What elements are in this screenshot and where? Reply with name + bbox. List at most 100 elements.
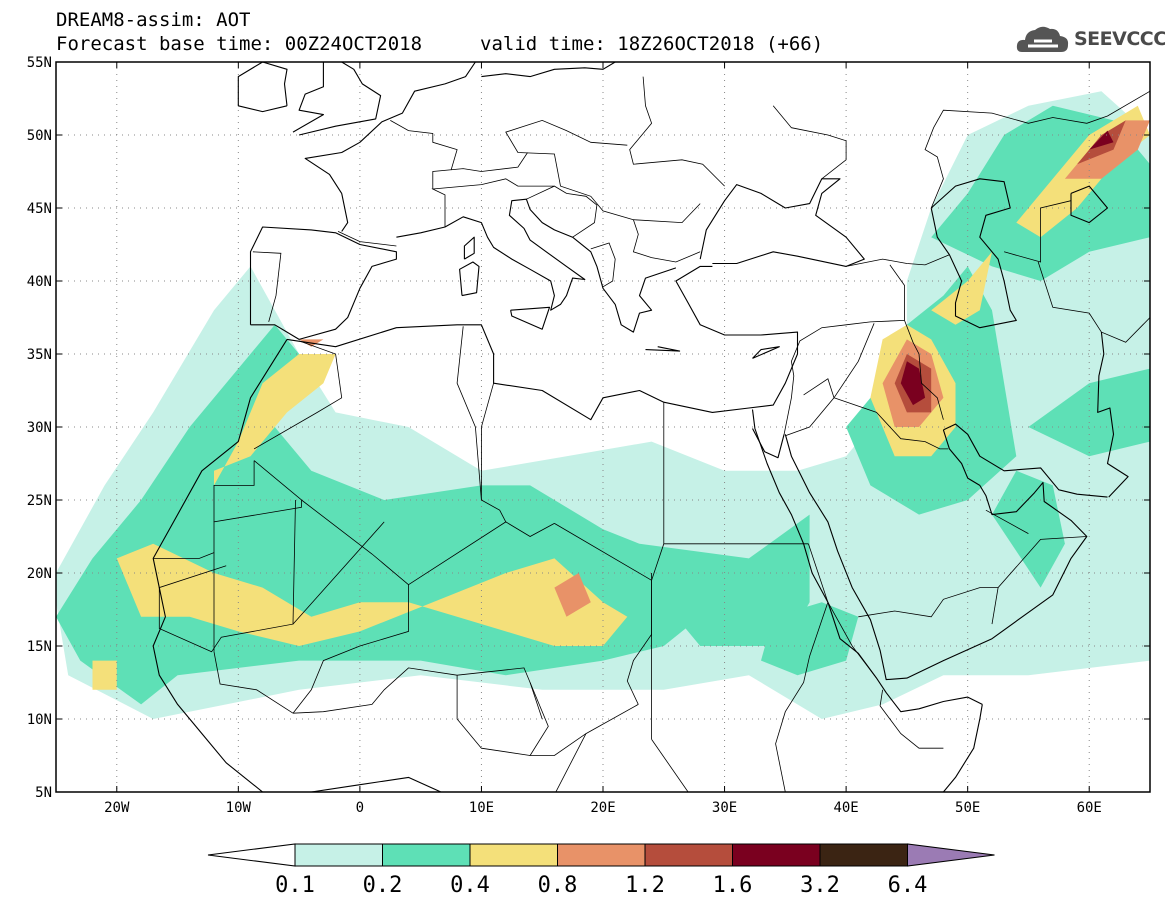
lat-label: 20N [27,566,52,582]
country-border [456,326,507,523]
colorbar-swatch [819,843,908,867]
colorbar-label: 3.2 [800,873,840,898]
aot-region-0_2-6 [1028,368,1150,457]
country-border [889,264,905,321]
aot-field [56,91,1150,719]
colorbar-swatch [557,843,646,867]
country-border [1003,200,1072,263]
lon-label: 10W [226,800,252,816]
colorbar-swatch [469,843,558,867]
aot-region-0_4-1 [214,354,336,486]
graticule [56,62,1150,792]
country-border [432,152,528,189]
coastline [510,306,551,330]
lon-label: 0 [356,800,364,816]
colorbar-swatch [732,843,821,867]
country-border [985,509,1029,534]
lat-label: 45N [27,201,52,217]
country-border [772,105,847,180]
coastline [292,62,382,136]
country-border [651,739,787,792]
country-border [431,178,555,227]
country-border [590,242,616,288]
country-border [481,383,494,500]
coastline [396,198,677,333]
colorbar-label: 1.2 [625,873,665,898]
colorbar-swatch [294,843,383,867]
lat-label: 25N [27,493,52,509]
coastline [784,429,1088,681]
country-border [632,219,701,263]
country-border [213,651,294,714]
lat-label: 50N [27,128,52,144]
aot-region-1_6-1 [1089,130,1114,150]
country-border [408,521,555,586]
coastline [930,178,1017,329]
country-border [783,320,905,435]
colorbar-label: 6.4 [888,873,928,898]
coastline [943,423,1108,498]
country-border [555,733,587,792]
valid-time: valid time: 18Z26OCT2018 (+66) [480,33,824,55]
country-border [292,667,543,720]
country-border [827,602,877,679]
lon-label: 20E [590,800,615,816]
coastline [341,193,349,232]
coastline [463,236,475,260]
country-border [337,231,397,247]
country-border [292,499,409,714]
lat-label: 15N [27,639,52,655]
lon-label: 20W [104,800,130,816]
aot-region-0_8-0 [554,573,591,617]
colorbar-over-triangle [907,843,995,867]
country-border [213,460,255,522]
lon-label: 30E [712,800,737,816]
lon-label: 40E [833,800,858,816]
country-border [456,675,531,756]
country-border [991,536,1087,625]
country-border [1037,261,1150,343]
lat-label: 55N [27,55,52,71]
country-border [833,397,949,450]
coastline [237,62,288,113]
map-title: DREAM8-assim: AOT [56,9,251,31]
colorbar-swatch [644,843,733,867]
aot-region-0_4-2 [92,660,117,690]
coastline [942,704,983,792]
seevccc-logo: SEEVCCC [1016,22,1165,58]
aot-region-0_4-0 [116,543,628,646]
country-border [554,523,652,705]
coastline [1070,185,1109,224]
country-border [292,521,385,625]
country-border [390,120,458,171]
colorbar-label: 1.6 [713,873,753,898]
country-borders [152,62,1150,792]
colorbar-label: 0.4 [450,873,490,898]
lat-label: 30N [27,420,52,436]
lat-label: 10N [27,712,52,728]
coastline [751,409,983,713]
aot-region-0_4-4 [931,251,992,325]
country-border [879,689,944,749]
coastline [645,346,681,352]
country-border [904,320,944,420]
colorbar: 0.1 0.2 0.4 0.8 1.2 1.6 3.2 6.4 [207,843,995,898]
coastline [481,62,616,78]
colorbar-label: 0.8 [538,873,578,898]
country-border [833,323,875,399]
forecast-base-time: Forecast base time: 00Z24OCT2018 [56,33,423,55]
aot-region-0_2-1 [639,514,810,646]
colorbar-label: 0.2 [363,873,403,898]
lat-label: 40N [27,274,52,290]
colorbar-label: 0.1 [275,873,315,898]
coastline [752,428,785,459]
colorbar-swatch [382,843,471,867]
country-border [846,254,950,267]
axes: 55N 50N 45N 40N 35N 30N 25N 20N 15N 10N 5N 20W 10W 0 1… [27,55,1150,816]
lat-label: 5N [35,785,52,801]
coastline [152,339,288,792]
coastline [286,265,799,421]
coastline [752,346,780,359]
lon-label: 10E [469,800,494,816]
